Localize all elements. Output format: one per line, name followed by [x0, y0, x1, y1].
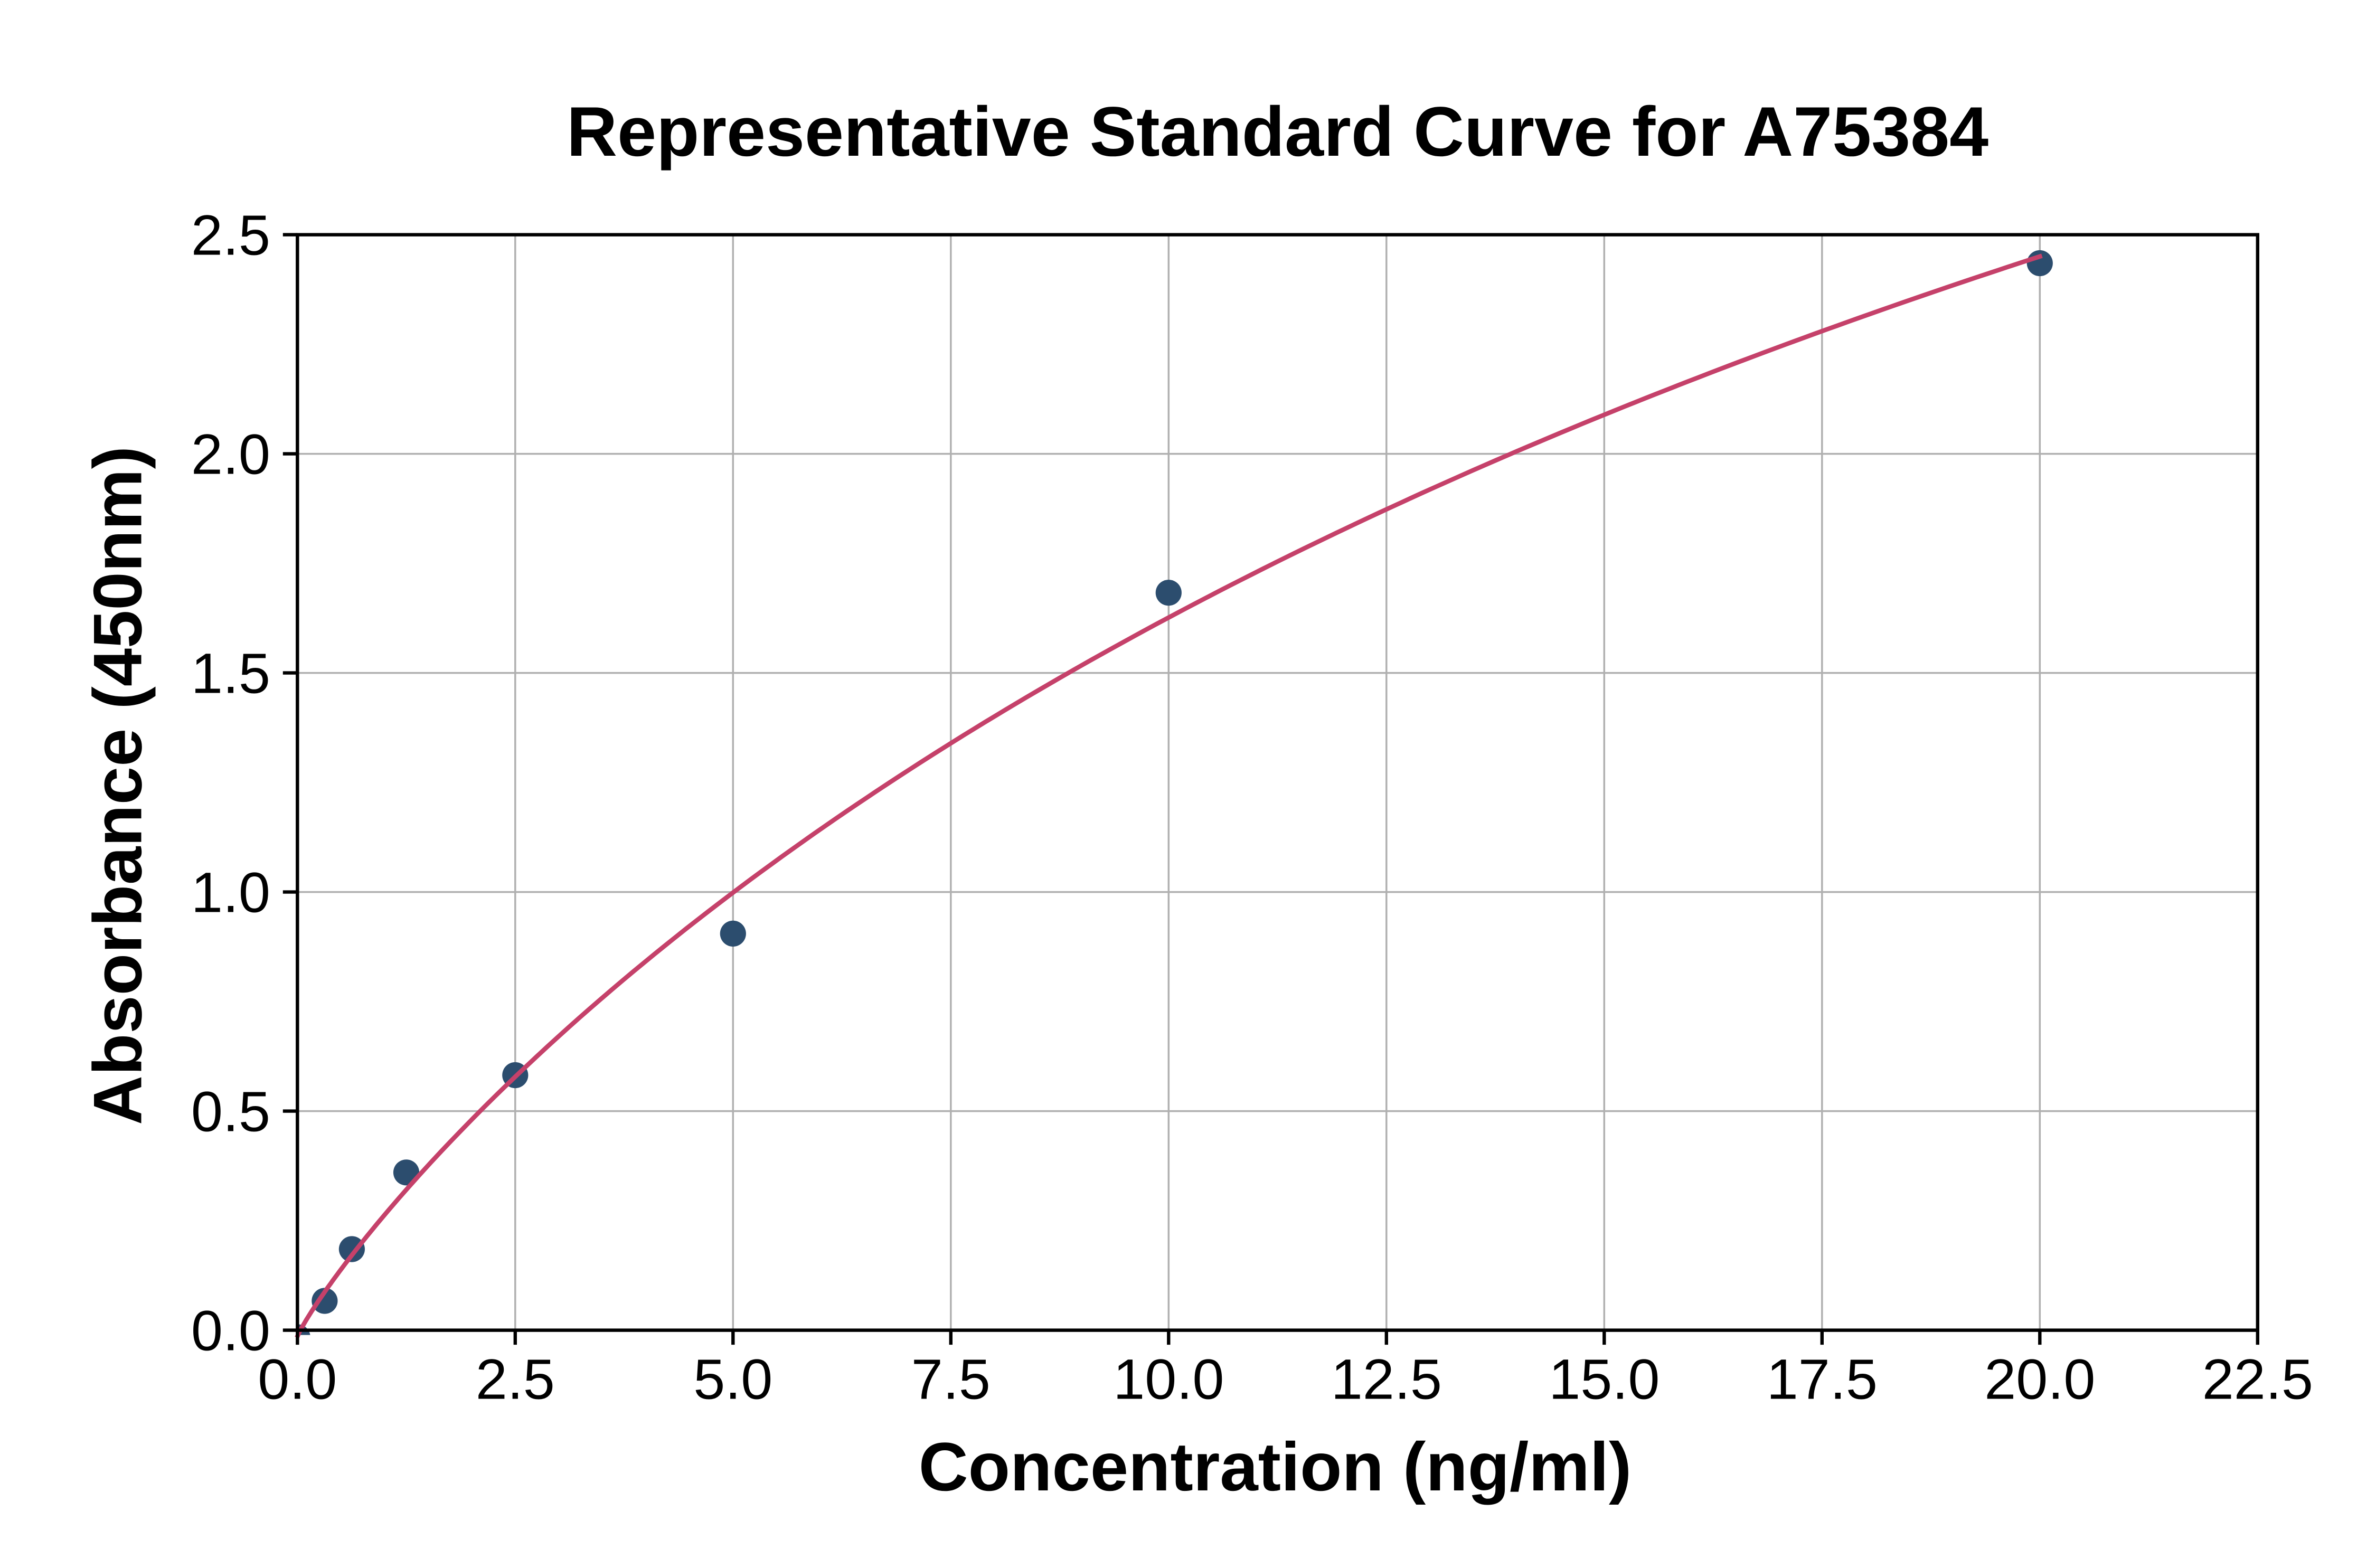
svg-text:2.0: 2.0	[191, 422, 270, 486]
svg-text:Absorbance (450nm): Absorbance (450nm)	[79, 446, 156, 1125]
svg-text:17.5: 17.5	[1767, 1347, 1878, 1411]
svg-text:5.0: 5.0	[693, 1347, 772, 1411]
svg-text:22.5: 22.5	[2202, 1347, 2313, 1411]
svg-text:20.0: 20.0	[1984, 1347, 2095, 1411]
svg-text:0.0: 0.0	[258, 1347, 337, 1411]
svg-text:15.0: 15.0	[1549, 1347, 1660, 1411]
svg-text:12.5: 12.5	[1331, 1347, 1442, 1411]
svg-text:10.0: 10.0	[1113, 1347, 1224, 1411]
svg-text:1.0: 1.0	[191, 861, 270, 924]
svg-text:Representative Standard Curve: Representative Standard Curve for A75384	[567, 93, 1988, 171]
svg-text:0.5: 0.5	[191, 1080, 270, 1144]
svg-text:1.5: 1.5	[191, 641, 270, 705]
svg-text:0.0: 0.0	[191, 1299, 270, 1363]
svg-text:7.5: 7.5	[911, 1347, 991, 1411]
svg-text:Concentration (ng/ml): Concentration (ng/ml)	[919, 1428, 1632, 1505]
svg-text:2.5: 2.5	[476, 1347, 555, 1411]
svg-text:2.5: 2.5	[191, 203, 270, 267]
